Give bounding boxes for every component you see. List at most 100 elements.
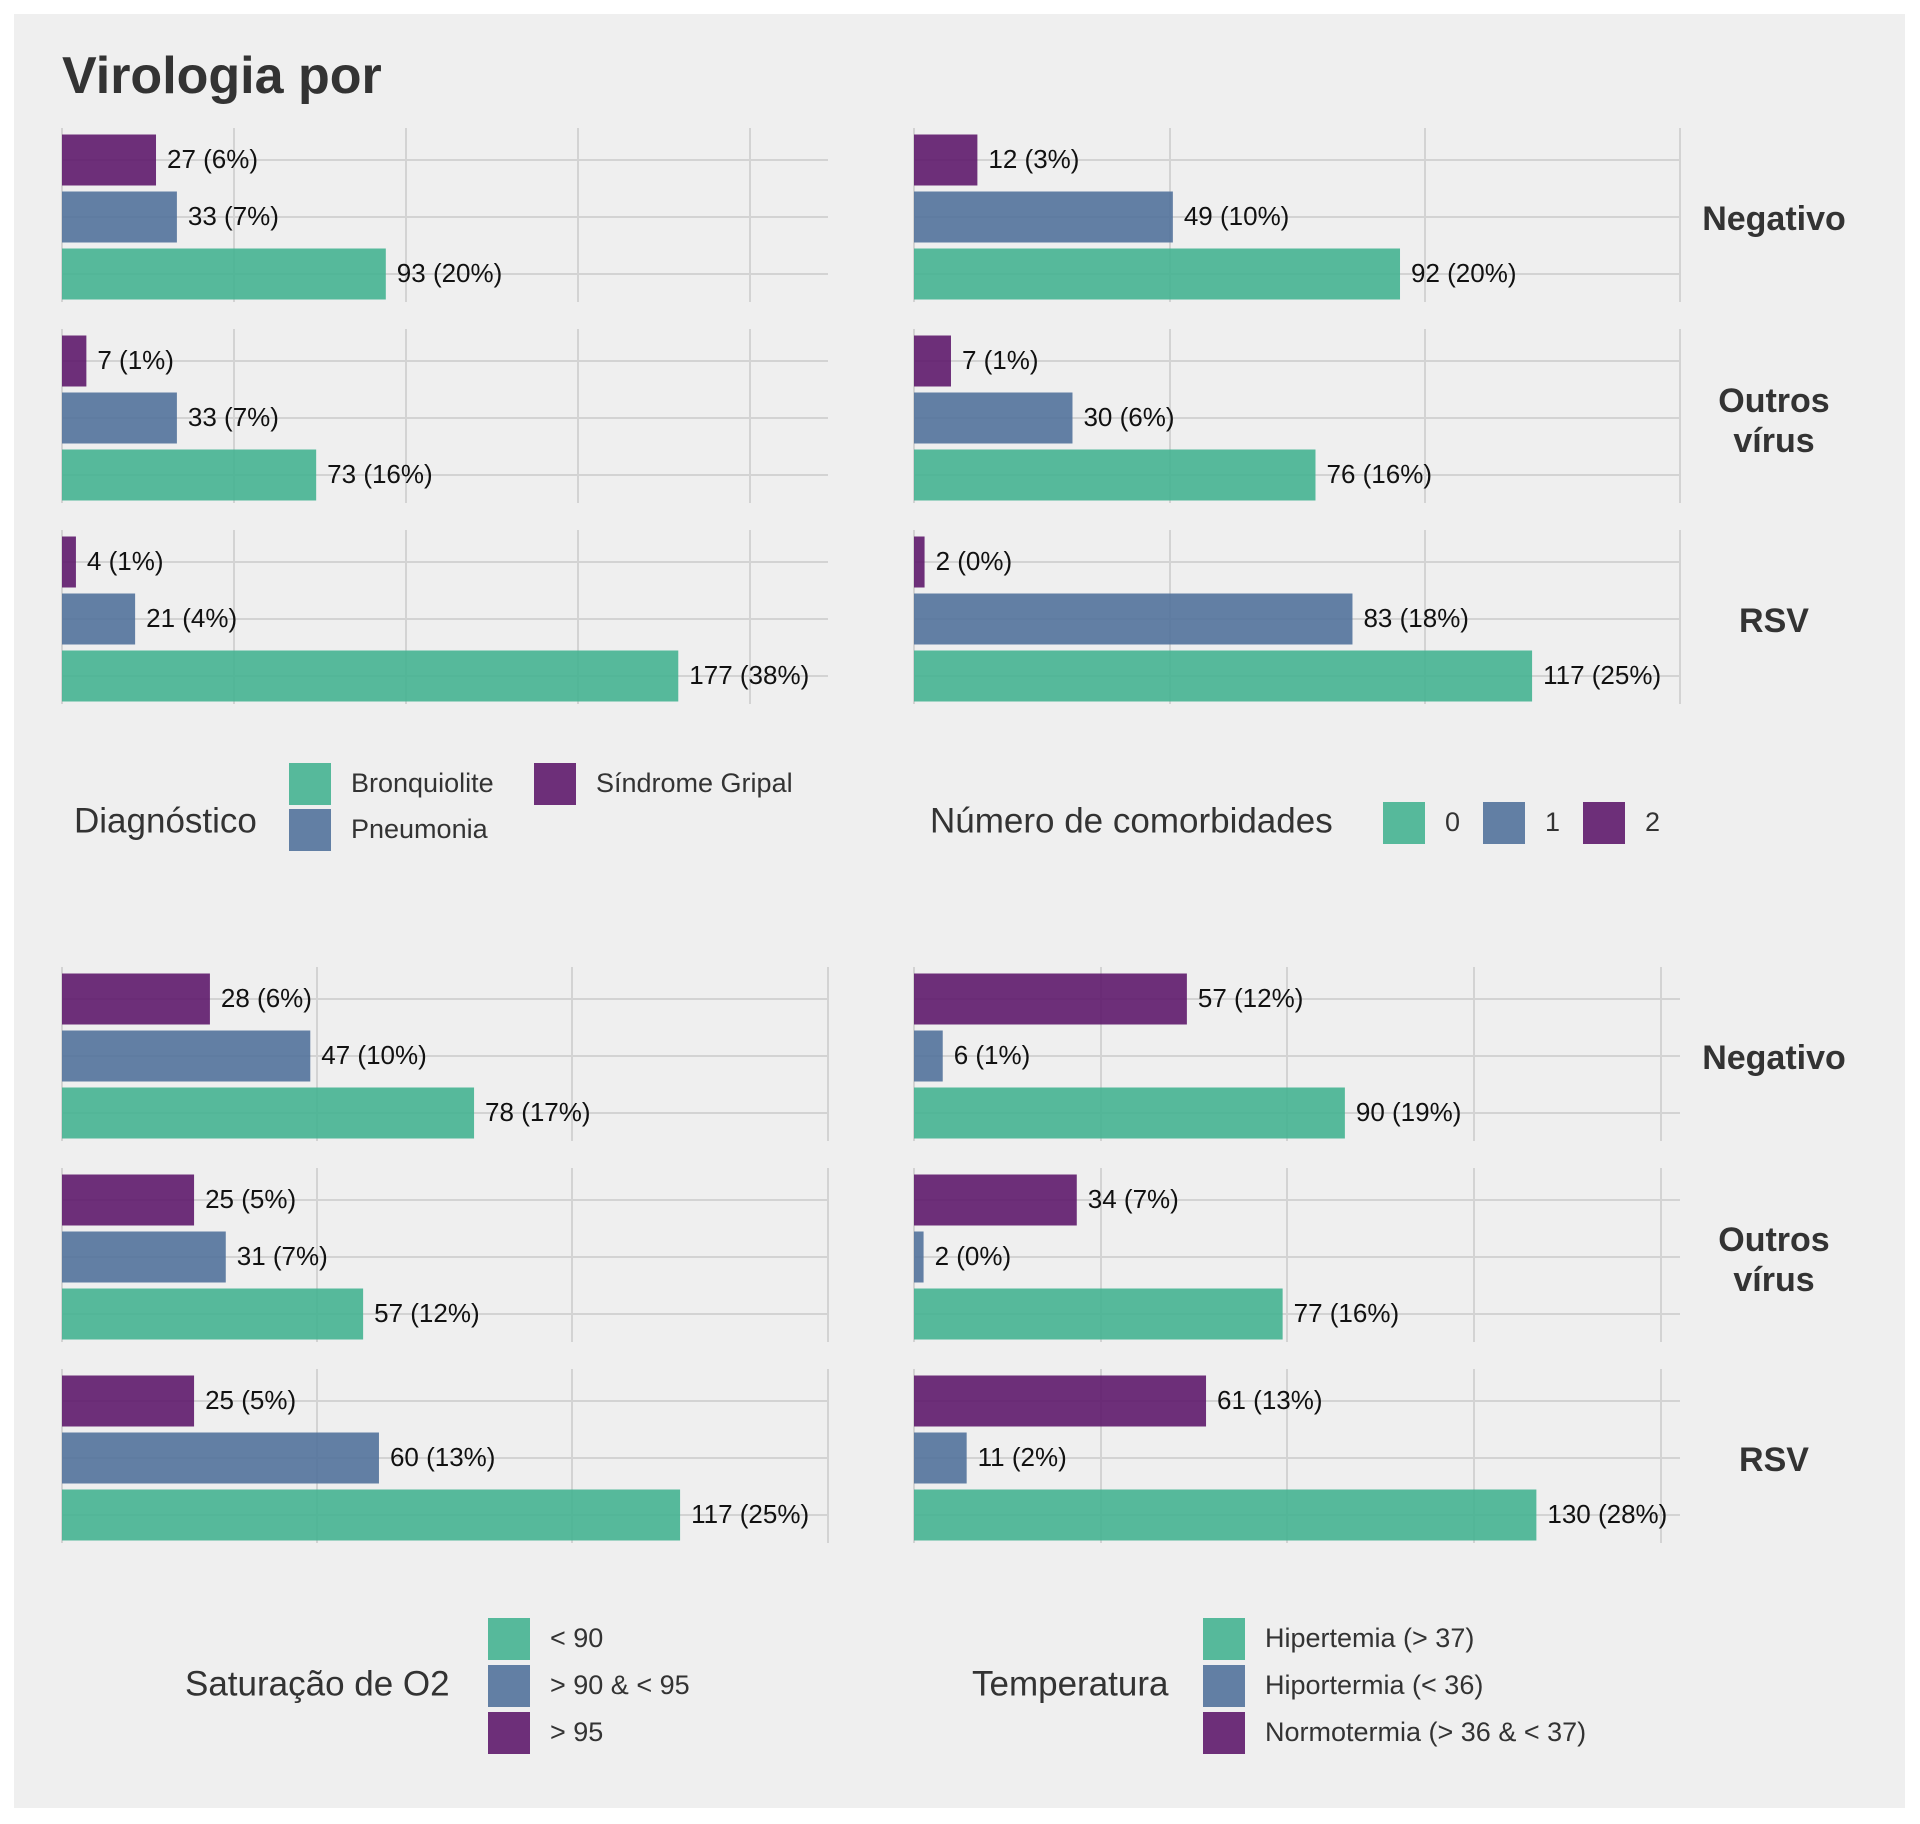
bar-value-label: 78 (17%) (485, 1097, 591, 1127)
bar (914, 650, 1533, 702)
bar (914, 449, 1316, 501)
bar (914, 1288, 1283, 1340)
legend-title: Temperatura (972, 1664, 1169, 1703)
bar-value-label: 11 (2%) (978, 1442, 1067, 1472)
bar (914, 973, 1187, 1025)
bar-value-label: 2 (0%) (936, 546, 1013, 576)
legend: Número de comorbidades 0 1 2 (930, 801, 1660, 844)
bar-value-label: 21 (4%) (146, 603, 237, 633)
legend-item-label: Normotermia (> 36 & < 37) (1265, 1717, 1586, 1747)
legend-item-label: Hiportermia (< 36) (1265, 1670, 1483, 1700)
legend-key (1203, 1712, 1245, 1754)
legend: Diagnóstico Bronquiolite Pneumonia Síndrome… (74, 763, 793, 851)
legend-item-label: 1 (1545, 807, 1560, 837)
bar-value-label: 117 (25%) (1543, 660, 1661, 690)
legend-item-label: Pneumonia (351, 814, 489, 844)
bar-value-label: 7 (1%) (962, 345, 1039, 375)
bar (914, 392, 1073, 444)
bar (62, 1231, 226, 1283)
legend-title: Número de comorbidades (930, 801, 1333, 840)
bar-value-label: 31 (7%) (237, 1241, 328, 1271)
facet-label: RSV (1739, 602, 1809, 640)
bar-value-label: 130 (28%) (1547, 1499, 1667, 1529)
legend-key (1203, 1665, 1245, 1707)
bar (62, 593, 136, 645)
bar (914, 1231, 924, 1283)
chart-4: 57 (12%) 6 (1%) 90 (19%) Negativo 34 (7%) 2 (… (913, 967, 1846, 1754)
legend-key (1203, 1618, 1245, 1660)
charts-layer: 27 (6%) 33 (7%) 93 (20%) 7 (1%) 33 (7%) 73 (1… (61, 128, 1846, 1754)
legend-item-label: < 90 (550, 1623, 603, 1653)
bar-value-label: 92 (20%) (1411, 258, 1517, 288)
bar-value-label: 117 (25%) (691, 1499, 809, 1529)
bar (62, 134, 157, 186)
legend-item-label: Hipertemia (> 37) (1265, 1623, 1474, 1653)
bar (62, 1375, 195, 1427)
legend-key (488, 1665, 530, 1707)
facet-panel: 57 (12%) 6 (1%) 90 (19%) Negativo (913, 967, 1846, 1141)
facet-panel: 4 (1%) 21 (4%) 177 (38%) (61, 530, 828, 704)
bar-value-label: 28 (6%) (221, 983, 312, 1013)
bar-value-label: 73 (16%) (327, 459, 433, 489)
facet-label: RSV (1739, 1441, 1809, 1479)
bar (62, 1030, 311, 1082)
chart-1: 27 (6%) 33 (7%) 93 (20%) 7 (1%) 33 (7%) 73 (1… (61, 128, 828, 851)
bar (914, 335, 951, 387)
figure-title: Virologia por (62, 47, 382, 105)
legend-item-label: 0 (1445, 807, 1460, 837)
chart-2: 12 (3%) 49 (10%) 92 (20%) Negativo 7 (1%) 30 … (913, 128, 1846, 844)
bar (914, 1489, 1537, 1541)
bar-value-label: 77 (16%) (1294, 1298, 1400, 1328)
bar (914, 1432, 967, 1484)
bar (62, 973, 210, 1025)
bar (62, 335, 87, 387)
bar (62, 1174, 195, 1226)
bar (914, 134, 978, 186)
legend-key (289, 763, 331, 805)
legend-key (1383, 802, 1425, 844)
facet-panel: 25 (5%) 60 (13%) 117 (25%) (61, 1369, 829, 1543)
facet-label: Negativo (1702, 1039, 1846, 1077)
bar-value-label: 93 (20%) (397, 258, 503, 288)
bar (914, 593, 1353, 645)
bar-value-label: 30 (6%) (1083, 402, 1174, 432)
bar (62, 1432, 379, 1484)
bar-value-label: 34 (7%) (1088, 1184, 1179, 1214)
bar (914, 1030, 943, 1082)
facet-label: Outros (1718, 382, 1829, 420)
bar (62, 536, 76, 588)
bar-value-label: 25 (5%) (205, 1184, 296, 1214)
legend-key (488, 1618, 530, 1660)
bar (914, 248, 1401, 300)
facet-panel: 27 (6%) 33 (7%) 93 (20%) (61, 128, 828, 302)
facet-panel: 61 (13%) 11 (2%) 130 (28%) RSV (913, 1369, 1809, 1543)
legend-key (534, 763, 576, 805)
bar-value-label: 60 (13%) (390, 1442, 496, 1472)
bar (914, 536, 925, 588)
bar (62, 1087, 475, 1139)
legend-item-label: Síndrome Gripal (596, 768, 793, 798)
bar-value-label: 47 (10%) (321, 1040, 427, 1070)
bar-value-label: 177 (38%) (689, 660, 809, 690)
legend: Saturação de O2 < 90 > 90 & < 95 > 95 (185, 1618, 690, 1754)
legend-item-label: > 90 & < 95 (550, 1670, 690, 1700)
facet-panel: 7 (1%) 33 (7%) 73 (16%) (61, 329, 828, 503)
bar-value-label: 7 (1%) (97, 345, 174, 375)
bar (62, 1288, 364, 1340)
bar (62, 248, 386, 300)
facet-label: vírus (1733, 1261, 1814, 1299)
bar-value-label: 6 (1%) (954, 1040, 1031, 1070)
bar (62, 449, 317, 501)
facet-panel: 28 (6%) 47 (10%) 78 (17%) (61, 967, 829, 1141)
bar (62, 191, 177, 243)
legend-key (1483, 802, 1525, 844)
legend: Temperatura Hipertemia (> 37) Hiportermia … (972, 1618, 1586, 1754)
bar-value-label: 27 (6%) (167, 144, 258, 174)
facet-label: Negativo (1702, 200, 1846, 238)
facet-panel: 2 (0%) 83 (18%) 117 (25%) RSV (913, 530, 1809, 704)
bar-value-label: 76 (16%) (1326, 459, 1432, 489)
legend-title: Diagnóstico (74, 801, 257, 840)
legend-item-label: > 95 (550, 1717, 603, 1747)
facet-panel: 12 (3%) 49 (10%) 92 (20%) Negativo (913, 128, 1846, 302)
